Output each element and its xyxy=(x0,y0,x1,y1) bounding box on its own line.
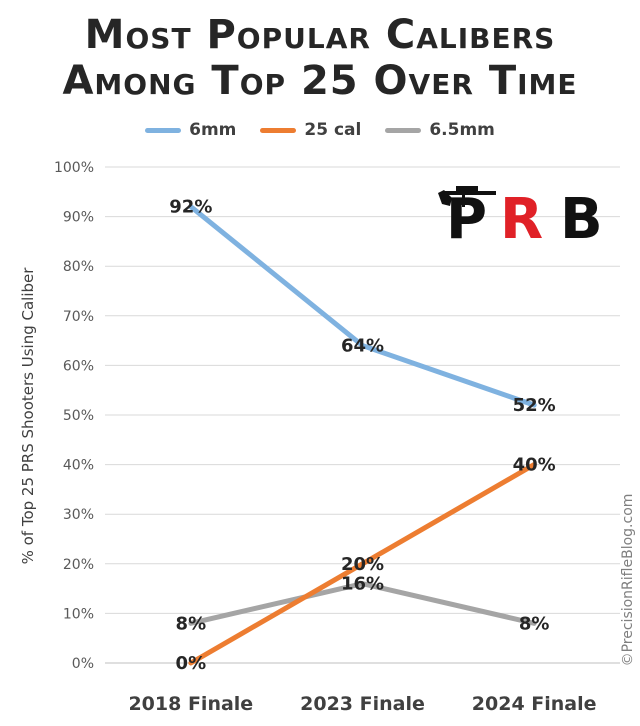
series-line-65mm xyxy=(188,581,537,626)
data-label: 20% xyxy=(341,554,384,575)
x-tick-label: 2024 Finale xyxy=(472,693,597,715)
x-tick-label: 2018 Finale xyxy=(128,693,253,715)
legend-swatch-65mm xyxy=(385,127,422,133)
series-line-25cal xyxy=(188,462,537,666)
data-label: 92% xyxy=(169,197,212,218)
data-label: 40% xyxy=(513,455,556,476)
data-label: 8% xyxy=(176,613,207,634)
y-tick-label: 90% xyxy=(63,210,94,226)
x-axis-ticks: 2018 Finale 2023 Finale 2024 Finale xyxy=(128,693,596,715)
data-label: 16% xyxy=(341,574,384,595)
data-label: 52% xyxy=(513,395,556,416)
legend-label-65mm: 6.5mm xyxy=(429,120,495,140)
data-label: 8% xyxy=(519,613,550,634)
x-tick-label: 2023 Finale xyxy=(300,693,425,715)
y-tick-label: 100% xyxy=(54,160,94,176)
data-label: 0% xyxy=(176,653,207,674)
y-tick-label: 0% xyxy=(72,656,94,672)
y-axis-ticks: 0% 10% 20% 30% 40% 50% 60% 70% 80% 90% 100% xyxy=(54,160,94,672)
legend-item-6mm: 6mm xyxy=(145,120,236,140)
chart-title-line-2: Among Top 25 Over Time xyxy=(62,58,578,104)
rifle-silhouette-icon xyxy=(438,186,496,207)
chart-title-line-1: Most Popular Calibers xyxy=(84,12,556,58)
prb-logo: P R B xyxy=(438,186,603,252)
logo-letter-r: R xyxy=(500,187,543,252)
series-line-6mm xyxy=(188,204,537,408)
y-tick-label: 50% xyxy=(63,408,94,424)
logo-letter-b: B xyxy=(560,187,603,252)
legend-label-25cal: 25 cal xyxy=(304,120,362,140)
legend-item-25cal: 25 cal xyxy=(260,120,361,140)
series-lines xyxy=(188,204,537,666)
y-tick-label: 10% xyxy=(63,606,94,622)
gridlines xyxy=(105,166,620,664)
y-tick-label: 40% xyxy=(63,458,94,474)
y-tick-label: 70% xyxy=(63,309,94,325)
legend-swatch-25cal xyxy=(260,127,297,133)
y-tick-label: 30% xyxy=(63,507,94,523)
y-tick-label: 80% xyxy=(63,259,94,275)
chart-legend: 6mm 25 cal 6.5mm xyxy=(0,116,640,144)
y-tick-label: 60% xyxy=(63,358,94,374)
data-label: 64% xyxy=(341,336,384,357)
watermark: ©PrecisionRifleBlog.com xyxy=(620,494,636,667)
data-labels: 92% 64% 52% 0% 20% 40% 8% 16% 8% xyxy=(169,197,555,674)
logo-letter-p: P xyxy=(446,187,487,252)
y-tick-label: 20% xyxy=(63,557,94,573)
legend-item-65mm: 6.5mm xyxy=(385,120,495,140)
legend-swatch-6mm xyxy=(145,127,182,133)
y-axis-label: % of Top 25 PRS Shooters Using Caliber xyxy=(19,267,37,565)
legend-label-6mm: 6mm xyxy=(189,120,237,140)
